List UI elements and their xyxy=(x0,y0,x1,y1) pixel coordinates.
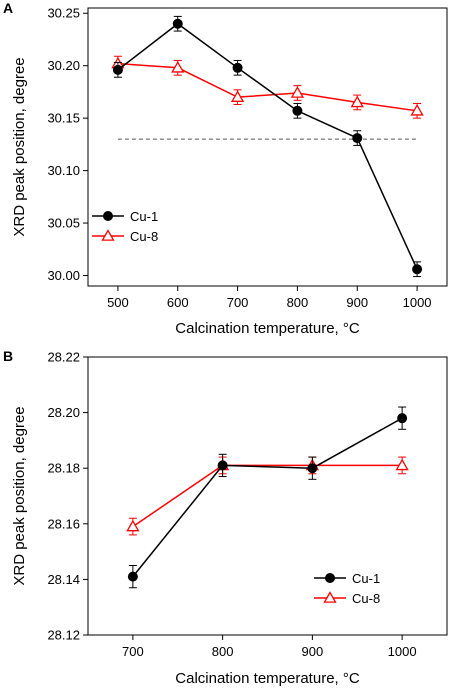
panel-b-series-cu-1-point xyxy=(307,463,318,474)
panel-b-y-tick-label: 28.22 xyxy=(47,350,80,365)
panel-a-x-tick-label: 700 xyxy=(227,295,249,310)
panel-a-series-cu-1-point xyxy=(232,62,243,73)
panel-b-series-cu-8-line xyxy=(132,464,403,528)
panel-a-y-tick-label: 30.00 xyxy=(47,268,80,283)
panel-b-series-cu-1-point xyxy=(127,571,138,582)
panel-b-series-cu-1-point xyxy=(397,413,408,424)
panel-b-legend-cu-1-swatch-marker xyxy=(325,573,335,583)
panel-a-x-tick-label: 600 xyxy=(167,295,189,310)
panel-b-y-tick-label: 28.20 xyxy=(47,405,80,420)
panel-a-legend-cu-1-label: Cu-1 xyxy=(130,209,158,224)
panel-a-y-tick-label: 30.25 xyxy=(47,6,80,21)
panel-b: B 700 800 900 1000 28.12 28.14 28.16 28.18 28.2… xyxy=(3,348,448,687)
panel-a-y-tick-label: 30.05 xyxy=(47,216,80,231)
panel-b-legend: Cu-1 Cu-8 xyxy=(314,571,380,606)
panel-b-x-tick-label: 1000 xyxy=(388,644,417,659)
panel-a-series-cu-1-line xyxy=(117,22,418,270)
panel-b-y-tick-label: 28.14 xyxy=(47,572,80,587)
panel-a-series-cu-8-point xyxy=(350,95,364,108)
panel-a-y-axis-title: XRD peak position, degree xyxy=(11,57,28,236)
panel-b-x-axis-title: Calcination temperature, °C xyxy=(175,670,360,687)
panel-a-x-tick-label: 1000 xyxy=(403,295,432,310)
panel-a-plot-frame xyxy=(87,7,448,287)
panel-a-series-cu-1-point xyxy=(352,133,363,144)
panel-a-series-cu-8-point xyxy=(171,60,185,73)
panel-a-legend: Cu-1 Cu-8 xyxy=(92,209,158,244)
panel-a-legend-cu-8-label: Cu-8 xyxy=(130,229,158,244)
panel-a-series-cu-8-point xyxy=(410,103,424,116)
panel-a-series-cu-1-point xyxy=(292,105,303,116)
panel-b-legend-cu-1-label: Cu-1 xyxy=(352,571,380,586)
panel-a-x-axis-title: Calcination temperature, °C xyxy=(175,320,360,337)
panel-b-series-cu-1-line xyxy=(132,417,403,578)
panel-b-x-tick-label: 800 xyxy=(212,644,234,659)
panel-b-plot-frame xyxy=(87,356,448,636)
panel-b-x-tick-label: 900 xyxy=(302,644,324,659)
panel-a-series-cu-1-point xyxy=(412,264,423,275)
panel-a-series-cu-1-point xyxy=(112,64,123,75)
panel-a-x-tick-label: 900 xyxy=(346,295,368,310)
panel-a-legend-cu-8-swatch-marker xyxy=(101,229,115,241)
panel-b-x-tick-label: 700 xyxy=(122,644,144,659)
panel-b-y-axis-title: XRD peak position, degree xyxy=(11,406,28,585)
panel-a-series-cu-8-point xyxy=(290,86,305,98)
panel-a-y-tick-label: 30.15 xyxy=(47,111,80,126)
panel-b-y-tick-label: 28.16 xyxy=(47,516,80,531)
panel-b-letter: B xyxy=(3,348,13,364)
panel-b-y-tick-label: 28.12 xyxy=(47,628,80,643)
panel-b-series-cu-1-point xyxy=(217,460,228,471)
panel-a-x-tick-label: 500 xyxy=(107,295,129,310)
panel-b-series-cu-8-point xyxy=(395,458,409,471)
panel-a-legend-cu-1-swatch-marker xyxy=(103,211,113,221)
panel-b-series-cu-8-point xyxy=(126,519,140,532)
panel-a: A 500 600 700 800 900 1000 30.00 30.05 30.10 30.… xyxy=(3,0,448,337)
panel-a-y-tick-label: 30.10 xyxy=(47,163,80,178)
panel-b-legend-cu-8-label: Cu-8 xyxy=(352,591,380,606)
panel-b-y-tick-label: 28.18 xyxy=(47,461,80,476)
panel-a-x-tick-label: 800 xyxy=(287,295,309,310)
panel-a-series-cu-8-point xyxy=(230,90,245,102)
panel-a-series-cu-1-point xyxy=(172,18,183,29)
panel-a-series-cu-8-line xyxy=(117,62,418,112)
panel-a-letter: A xyxy=(3,0,13,16)
panel-a-y-tick-label: 30.20 xyxy=(47,58,80,73)
panel-b-legend-cu-8-swatch-marker xyxy=(323,591,337,603)
